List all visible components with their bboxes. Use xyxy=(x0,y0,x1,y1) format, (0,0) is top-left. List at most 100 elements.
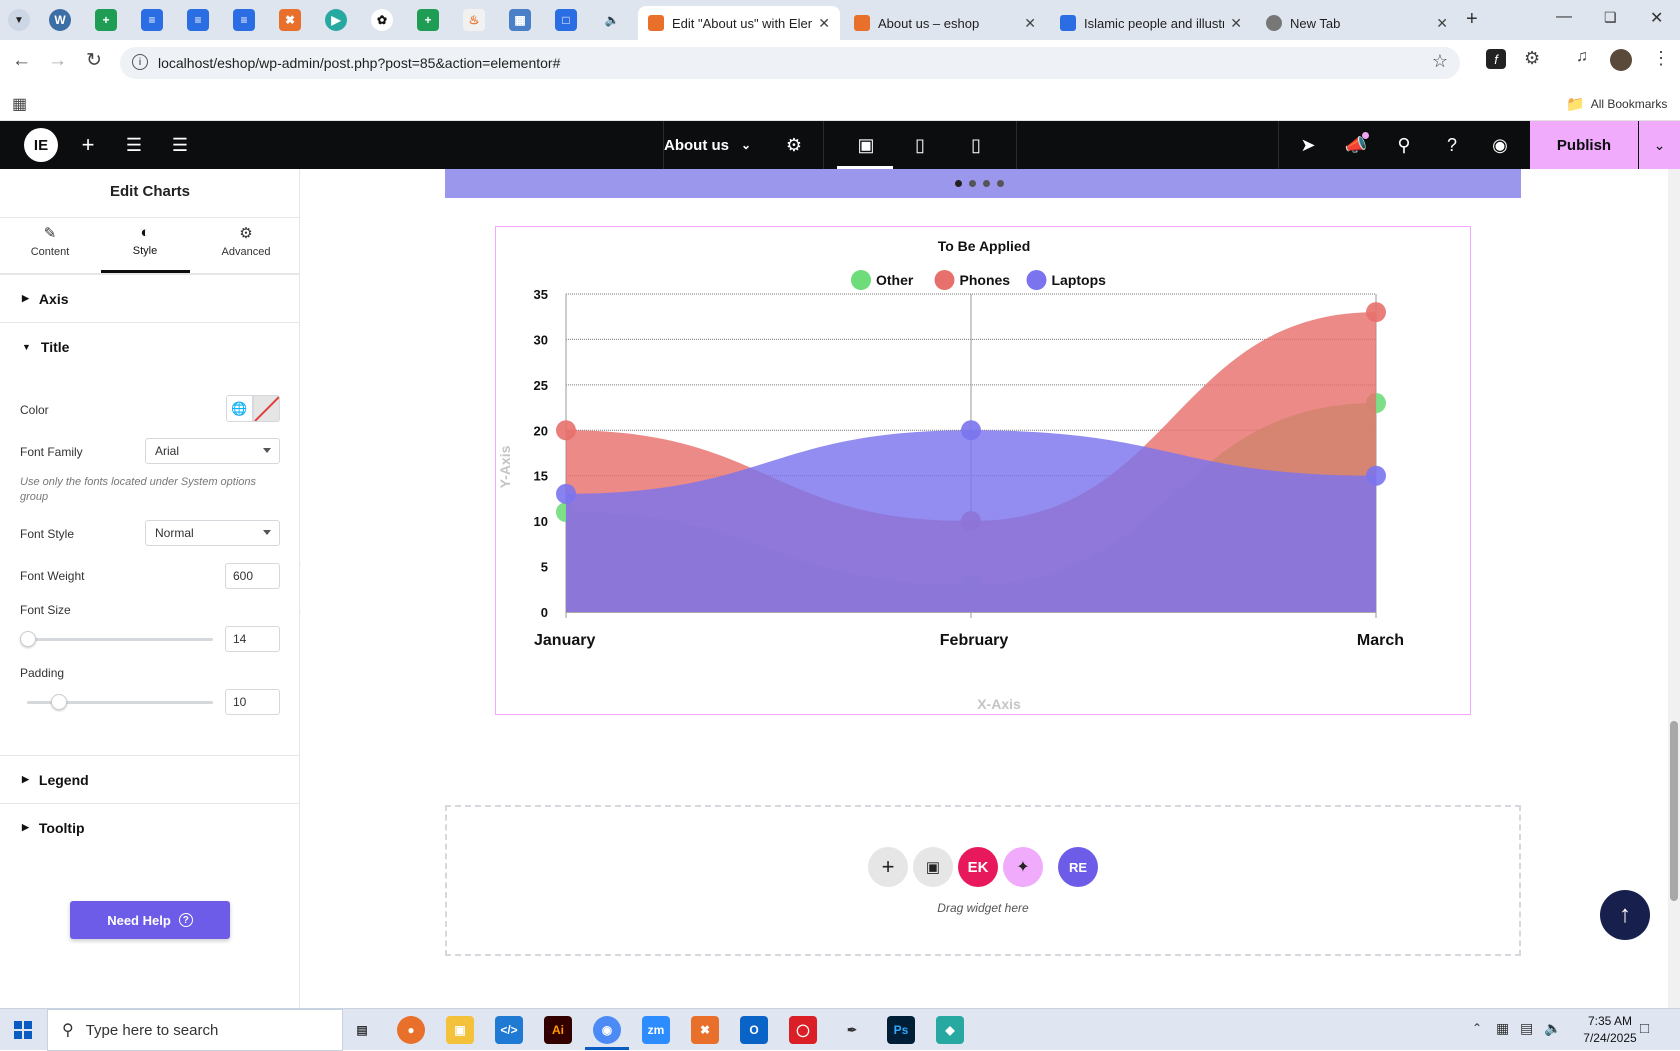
legend-label-laptops[interactable]: Laptops xyxy=(1052,272,1107,288)
global-color-button[interactable]: 🌐 xyxy=(226,395,253,422)
tray-network-icon[interactable]: ▦ xyxy=(1496,1020,1510,1036)
extension-f-icon[interactable]: f xyxy=(1486,49,1506,69)
legend-label-phones[interactable]: Phones xyxy=(960,272,1011,288)
section-axis[interactable]: ▶ Axis xyxy=(0,274,300,322)
canvas-scrollbar[interactable] xyxy=(1668,169,1680,1008)
pinned-audio-tab-icon[interactable]: 🔈 xyxy=(604,13,620,27)
vscode-icon[interactable]: </> xyxy=(495,1016,523,1044)
show-hidden-icons-chevron-icon[interactable]: ⌃ xyxy=(1472,1021,1483,1035)
data-point-laptops[interactable] xyxy=(1366,465,1386,486)
all-bookmarks-folder[interactable]: 📁 All Bookmarks xyxy=(1566,96,1668,113)
notifications-megaphone-icon[interactable]: 📣 xyxy=(1344,134,1368,155)
tab-content[interactable]: ✎ Content xyxy=(10,224,90,258)
rocket-icon[interactable]: ➤ xyxy=(1300,134,1316,155)
site-info-icon[interactable]: i xyxy=(132,54,148,70)
ai-sparkle-button[interactable]: ✦ xyxy=(1003,847,1043,887)
padding-slider-handle[interactable] xyxy=(51,694,67,710)
padding-input[interactable]: 10 xyxy=(225,689,280,715)
address-bar[interactable]: i localhost/eshop/wp-admin/post.php?post… xyxy=(120,47,1460,79)
section-legend[interactable]: ▶ Legend xyxy=(0,755,300,803)
browser-menu-icon[interactable]: ⋮ xyxy=(1652,48,1670,68)
tray-volume-icon[interactable]: 🔈 xyxy=(1544,1020,1562,1036)
back-arrow-icon[interactable]: ← xyxy=(12,50,31,71)
close-tab-icon[interactable]: ✕ xyxy=(1230,14,1242,31)
section-title[interactable]: ▼ Title xyxy=(0,322,300,370)
task-view-icon[interactable]: ▤ xyxy=(356,1023,368,1037)
close-window-icon[interactable]: ✕ xyxy=(1650,10,1664,27)
page-settings-gear-icon[interactable]: ⚙ xyxy=(785,134,803,155)
carousel-dot[interactable] xyxy=(997,180,1004,187)
tray-display-icon[interactable]: ▤ xyxy=(1520,1020,1534,1036)
extensions-puzzle-icon[interactable]: ⚙ xyxy=(1524,48,1541,68)
font-weight-input[interactable]: 600 xyxy=(225,563,280,589)
outlook-icon[interactable]: O xyxy=(740,1016,768,1044)
forward-arrow-icon[interactable]: → xyxy=(48,50,67,71)
taskbar-search-box[interactable]: ⚲ Type here to search xyxy=(47,1009,343,1051)
carousel-dot-active[interactable] xyxy=(955,180,962,187)
zoom-icon[interactable]: zm xyxy=(642,1016,670,1044)
media-controls-icon[interactable]: ♫ xyxy=(1576,48,1588,65)
carousel-dot[interactable] xyxy=(983,180,990,187)
legend-label-other[interactable]: Other xyxy=(876,272,914,288)
scrollbar-thumb[interactable] xyxy=(1670,721,1678,901)
font-family-select[interactable]: Arial xyxy=(145,438,280,464)
color-picker-swatch[interactable] xyxy=(253,395,280,422)
tab-islamic-people[interactable]: Islamic people and illustr ✕ xyxy=(1050,6,1252,40)
legend-swatch-laptops[interactable] xyxy=(1026,270,1047,290)
bookmark-star-icon[interactable]: ☆ xyxy=(1431,51,1448,71)
add-element-icon[interactable]: + xyxy=(81,132,95,157)
structure-layers-icon[interactable]: ☰ xyxy=(171,134,189,155)
desktop-view-icon[interactable]: ▣ xyxy=(857,134,875,155)
carousel-dots[interactable] xyxy=(955,180,1004,187)
tab-edit-about-us[interactable]: Edit "About us" with Elem ✕ xyxy=(638,6,840,40)
tab-about-us-eshop[interactable]: About us – eshop ✕ xyxy=(844,6,1046,40)
padding-slider-track[interactable] xyxy=(27,701,213,704)
apps-grid-icon[interactable]: ▦ xyxy=(12,96,28,113)
illustrator-icon[interactable]: Ai xyxy=(544,1016,572,1044)
need-help-button[interactable]: Need Help ? xyxy=(70,901,230,939)
notifications-icon[interactable]: □ xyxy=(1640,1020,1650,1037)
add-template-folder-button[interactable]: ▣ xyxy=(913,847,953,887)
reload-icon[interactable]: ↻ xyxy=(86,50,102,71)
pinned-xampp-tab-icon[interactable]: ✖ xyxy=(279,9,301,31)
pinned-docs-tab-icon[interactable]: ≡ xyxy=(187,9,209,31)
tab-advanced[interactable]: ⚙ Advanced xyxy=(204,224,288,258)
font-style-select[interactable]: Normal xyxy=(145,520,280,546)
site-settings-sliders-icon[interactable]: ☰ xyxy=(125,134,143,155)
tablet-view-icon[interactable]: ▯ xyxy=(915,134,925,155)
restore-window-icon[interactable]: ❏ xyxy=(1604,9,1617,25)
page-selector[interactable]: About us ⌄ xyxy=(664,136,752,154)
pinned-wordpress-tab-icon[interactable]: W xyxy=(49,9,71,31)
font-size-input[interactable]: 14 xyxy=(225,626,280,652)
legend-swatch-phones[interactable] xyxy=(934,270,955,290)
tab-search-button[interactable]: ▼ xyxy=(8,9,30,31)
creative-cloud-icon[interactable]: ◯ xyxy=(789,1016,817,1044)
file-explorer-icon[interactable]: ▣ xyxy=(446,1016,474,1044)
tab-style[interactable]: ◐ Style xyxy=(101,224,189,257)
mobile-view-icon[interactable]: ▯ xyxy=(971,134,981,155)
pinned-docs-tab-icon[interactable]: ≡ xyxy=(233,9,255,31)
back-to-top-button[interactable]: ↑ xyxy=(1600,890,1650,940)
empty-section-dropzone[interactable]: + ▣ EK ✦ RE Drag widget here xyxy=(445,805,1521,956)
data-point-laptops[interactable] xyxy=(556,483,576,504)
font-size-slider-track[interactable] xyxy=(27,638,213,641)
profile-avatar[interactable] xyxy=(1610,49,1632,71)
essential-kit-button[interactable]: EK xyxy=(958,847,998,887)
windows-start-icon[interactable] xyxy=(14,1021,32,1039)
pinned-forms-tab-icon[interactable]: □ xyxy=(555,9,577,31)
section-tooltip[interactable]: ▶ Tooltip xyxy=(0,803,300,851)
chart-widget[interactable]: To Be Applied Other Phones Laptops 0 5 10 15 2… xyxy=(495,226,1471,715)
pinned-sheets-tab-icon[interactable]: + xyxy=(417,9,439,31)
publish-button[interactable]: Publish xyxy=(1530,121,1638,169)
close-tab-icon[interactable]: ✕ xyxy=(1024,14,1036,31)
legend-swatch-other[interactable] xyxy=(851,270,871,290)
pinned-sheets-tab-icon[interactable]: + xyxy=(95,9,117,31)
taskbar-clock[interactable]: 7:35 AM 7/24/2025 xyxy=(1583,1014,1637,1045)
carousel-dot[interactable] xyxy=(969,180,976,187)
pinned-qr-tab-icon[interactable]: ▦ xyxy=(509,9,531,31)
font-size-slider-handle[interactable] xyxy=(20,631,36,647)
data-point-phones[interactable] xyxy=(556,420,576,441)
xampp-icon[interactable]: ✖ xyxy=(691,1016,719,1044)
pinned-docs-tab-icon[interactable]: ≡ xyxy=(141,9,163,31)
close-tab-icon[interactable]: ✕ xyxy=(1436,14,1448,31)
